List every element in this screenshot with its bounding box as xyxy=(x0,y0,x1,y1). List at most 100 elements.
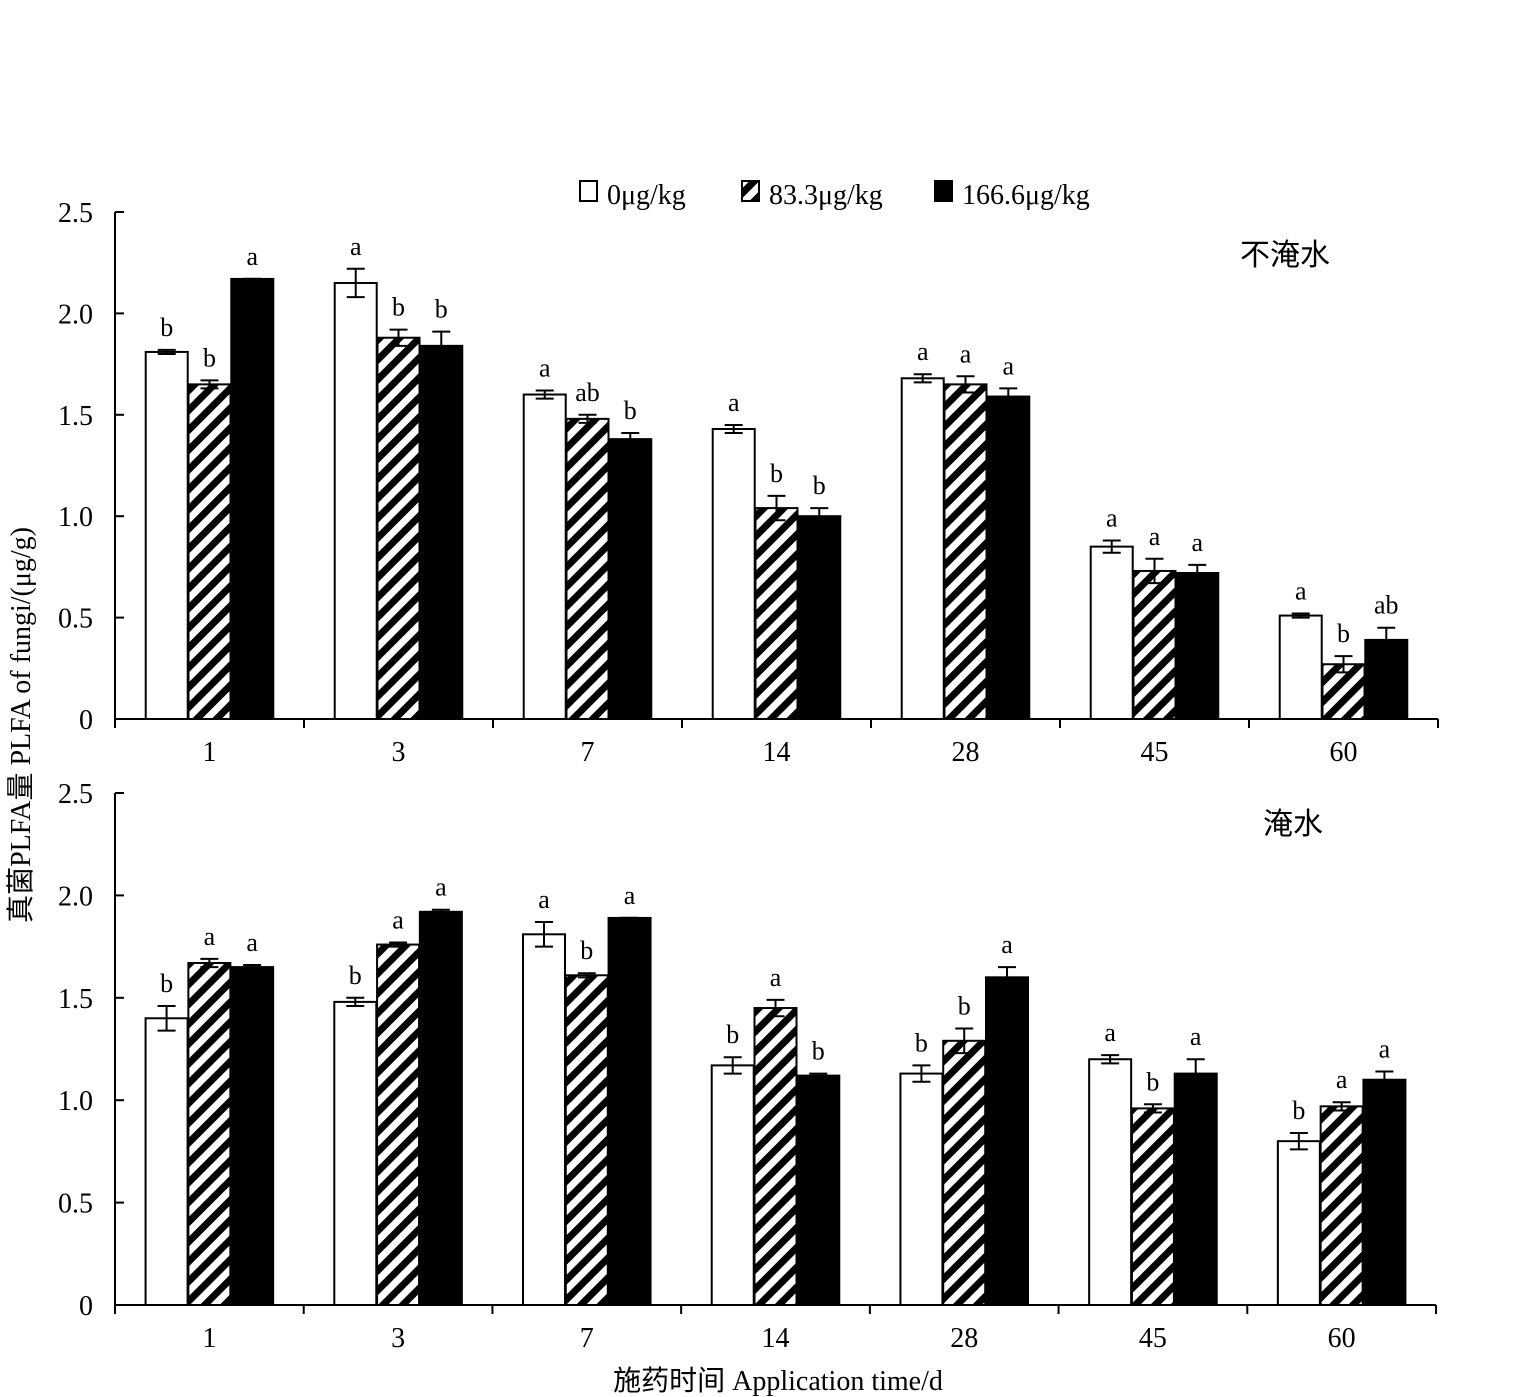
bar xyxy=(419,344,464,720)
bar xyxy=(710,1064,755,1307)
bar xyxy=(943,383,988,720)
significance-label: a xyxy=(1295,577,1307,606)
bar xyxy=(230,277,275,720)
x-axis-title: 施药时间 Application time/d xyxy=(613,1365,943,1397)
significance-label: b xyxy=(580,936,593,965)
legend: 0μg/kg 83.3μg/kg 166.6μg/kg xyxy=(579,180,1090,211)
significance-label: a xyxy=(1336,1065,1348,1094)
bar xyxy=(899,1072,944,1307)
significance-label: b xyxy=(915,1028,928,1057)
significance-label: b xyxy=(392,293,405,322)
bar xyxy=(754,507,799,721)
x-tick-label: 45 xyxy=(1139,1323,1167,1354)
significance-label: a xyxy=(1149,522,1161,551)
y-tick-label: 2.0 xyxy=(58,881,93,912)
y-tick-label: 1.5 xyxy=(58,984,93,1015)
y-tick-label: 0 xyxy=(79,1291,93,1322)
bar xyxy=(797,515,842,721)
bar xyxy=(230,966,275,1307)
significance-label: a xyxy=(539,353,551,382)
significance-label: b xyxy=(624,396,637,425)
bar xyxy=(1175,571,1220,721)
x-tick-label: 28 xyxy=(950,1323,978,1354)
significance-label: b xyxy=(958,992,971,1021)
bar xyxy=(144,350,189,720)
x-tick-label: 60 xyxy=(1330,737,1358,768)
bar xyxy=(1321,663,1366,721)
bar xyxy=(1364,638,1409,721)
bar xyxy=(418,910,463,1306)
significance-label: b xyxy=(349,961,362,990)
bar xyxy=(1276,1140,1321,1307)
bar xyxy=(1130,1107,1175,1306)
bar xyxy=(522,393,567,720)
significance-label: b xyxy=(1146,1067,1159,1096)
bar xyxy=(144,1017,189,1307)
significance-label: a xyxy=(624,881,636,910)
bar xyxy=(333,1000,378,1306)
x-tick-label: 1 xyxy=(202,1323,216,1354)
significance-label: a xyxy=(1192,528,1204,557)
significance-label: a xyxy=(1003,351,1015,380)
y-tick-label: 0.5 xyxy=(58,1189,93,1220)
bar xyxy=(1362,1078,1407,1306)
x-tick-label: 3 xyxy=(392,737,406,768)
legend-label-1: 83.3μg/kg xyxy=(769,180,883,211)
y-tick-label: 2.5 xyxy=(58,198,93,229)
significance-label: a xyxy=(1106,504,1118,533)
bar xyxy=(565,417,610,720)
significance-label: b xyxy=(812,1037,825,1066)
significance-label: a xyxy=(204,922,216,951)
legend-swatch-1 xyxy=(741,180,760,202)
x-tick-label: 14 xyxy=(763,737,791,768)
legend-swatch-0 xyxy=(579,180,598,202)
panel-1: 0 0.5 1.0 1.5 2.0 2.5 1 b a a 3 b a a 7 a b a 14 b a b 28 b b a 45… xyxy=(58,779,1437,1354)
y-tick-label: 2.5 xyxy=(58,779,93,810)
bar xyxy=(607,916,652,1306)
bar xyxy=(333,281,378,720)
x-tick-label: 45 xyxy=(1141,737,1169,768)
x-tick-label: 7 xyxy=(581,737,595,768)
bar xyxy=(522,933,567,1306)
bar xyxy=(376,336,421,720)
y-axis-title: 真菌PLFA量 PLFA of fungi/(μg/g) xyxy=(5,527,37,923)
significance-label: a xyxy=(770,963,782,992)
y-tick-label: 1.0 xyxy=(58,502,93,533)
significance-label: b xyxy=(203,343,216,372)
legend-label-0: 0μg/kg xyxy=(607,180,686,211)
bar xyxy=(187,961,232,1306)
bar xyxy=(1088,1058,1133,1306)
legend-label-2: 166.6μg/kg xyxy=(962,180,1090,211)
significance-label: b xyxy=(813,471,826,500)
significance-label: a xyxy=(917,337,929,366)
significance-label: a xyxy=(247,242,259,271)
significance-label: a xyxy=(728,388,740,417)
x-tick-label: 7 xyxy=(580,1323,594,1354)
x-tick-label: 14 xyxy=(762,1323,790,1354)
bar xyxy=(1089,545,1134,720)
significance-label: b xyxy=(435,295,448,324)
bar xyxy=(1278,614,1323,721)
bar xyxy=(376,943,421,1306)
y-tick-label: 2.0 xyxy=(58,299,93,330)
significance-label: b xyxy=(726,1020,739,1049)
bar xyxy=(187,383,232,720)
bar xyxy=(1173,1072,1218,1307)
significance-label: b xyxy=(160,313,173,342)
significance-label: b xyxy=(1292,1096,1305,1125)
bar xyxy=(1319,1105,1364,1306)
bar xyxy=(1132,569,1177,720)
significance-label: a xyxy=(538,885,550,914)
bar xyxy=(796,1074,841,1307)
panel-title-top: 不淹水 xyxy=(1240,239,1330,272)
legend-swatch-2 xyxy=(934,180,953,202)
x-tick-label: 60 xyxy=(1328,1323,1356,1354)
significance-label: a xyxy=(392,906,404,935)
significance-label: a xyxy=(1001,930,1013,959)
significance-label: b xyxy=(160,969,173,998)
y-tick-label: 1.5 xyxy=(58,401,93,432)
significance-label: ab xyxy=(575,378,600,407)
bar xyxy=(942,1039,987,1306)
